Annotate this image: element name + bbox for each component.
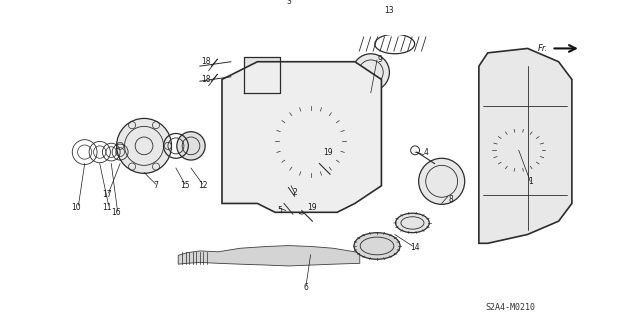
Text: 9: 9: [377, 55, 382, 64]
Text: 18: 18: [202, 57, 211, 66]
Text: 10: 10: [71, 204, 81, 212]
Text: 14: 14: [410, 243, 420, 252]
Text: 11: 11: [102, 204, 112, 212]
Text: S2A4-M0210: S2A4-M0210: [485, 303, 535, 313]
Text: 1: 1: [528, 177, 532, 186]
Text: 4: 4: [423, 148, 428, 156]
Ellipse shape: [117, 118, 171, 173]
Ellipse shape: [354, 233, 400, 259]
Text: 15: 15: [180, 181, 190, 190]
Text: 18: 18: [202, 75, 211, 84]
Text: 2: 2: [292, 188, 297, 197]
Polygon shape: [479, 48, 572, 243]
Text: 8: 8: [448, 195, 453, 204]
Text: 6: 6: [304, 283, 309, 292]
Text: 17: 17: [102, 190, 112, 199]
Text: 12: 12: [198, 181, 207, 190]
Ellipse shape: [396, 213, 429, 233]
Ellipse shape: [352, 54, 389, 91]
Text: 7: 7: [153, 181, 158, 190]
Text: 5: 5: [277, 206, 282, 215]
Text: Fr.: Fr.: [538, 44, 548, 53]
Text: 19: 19: [307, 204, 317, 212]
Polygon shape: [222, 62, 381, 212]
Text: 13: 13: [384, 6, 393, 15]
Text: 3: 3: [286, 0, 291, 6]
Ellipse shape: [177, 132, 205, 160]
Polygon shape: [244, 57, 280, 93]
Text: 19: 19: [323, 148, 333, 156]
Ellipse shape: [419, 158, 465, 204]
Text: 16: 16: [111, 208, 120, 217]
